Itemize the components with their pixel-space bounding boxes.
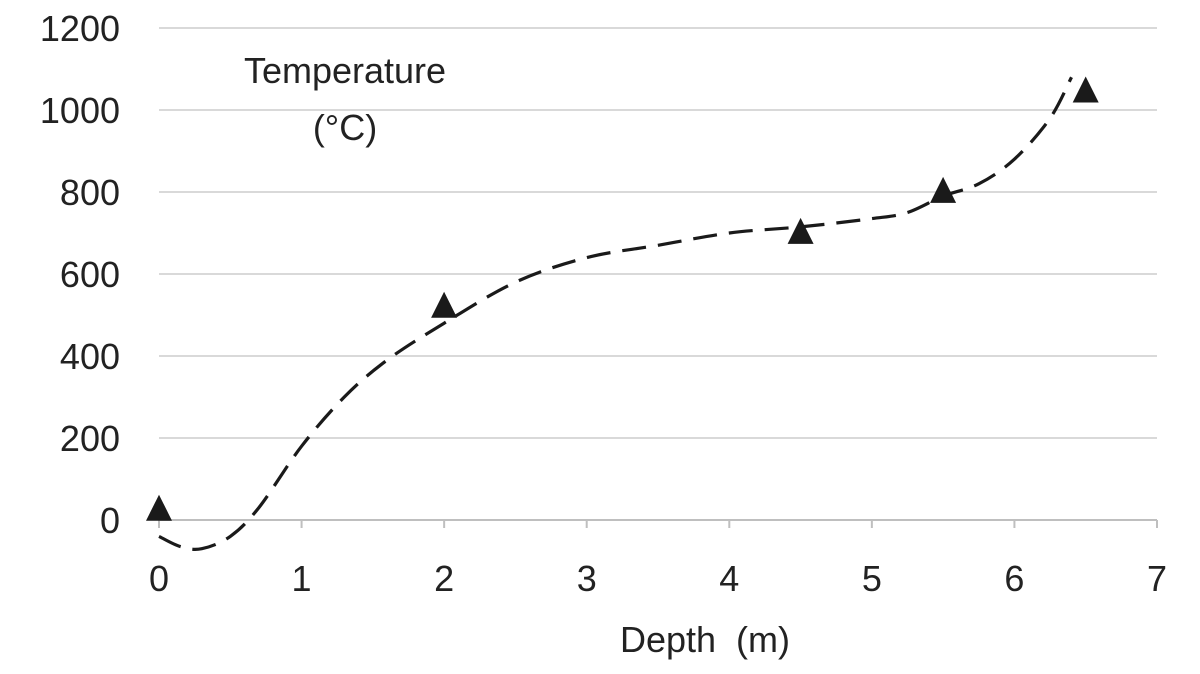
x-tick-label-2: 2 (434, 558, 454, 599)
data-point-triangle-1 (431, 291, 458, 318)
x-axis-title: Depth (m) (620, 619, 790, 660)
y-tick-label-800: 800 (60, 172, 120, 213)
x-tick-label-1: 1 (292, 558, 312, 599)
x-tick-label-7: 7 (1147, 558, 1167, 599)
trend-curve-layer (158, 76, 1073, 551)
x-tick-labels: 0 1 2 3 4 5 6 7 (149, 558, 1167, 599)
trend-curve (158, 76, 1073, 551)
data-points (146, 76, 1099, 521)
data-point-triangle-0 (146, 494, 172, 521)
y-tick-label-1000: 1000 (40, 90, 120, 131)
y-tick-label-0: 0 (100, 500, 120, 541)
y-tick-label-600: 600 (60, 254, 120, 295)
y-tick-label-200: 200 (60, 418, 120, 459)
y-axis-title-line2: (°C) (313, 107, 377, 148)
data-point-triangle-4 (1072, 76, 1099, 103)
x-tick-label-3: 3 (577, 558, 597, 599)
x-tick-label-0: 0 (149, 558, 169, 599)
x-tick-label-5: 5 (862, 558, 882, 599)
x-axis (158, 519, 1158, 528)
x-tick-label-4: 4 (719, 558, 739, 599)
x-tick-label-6: 6 (1004, 558, 1024, 599)
y-axis-title-line1: Temperature (244, 50, 446, 91)
y-tick-label-1200: 1200 (40, 8, 120, 49)
data-point-triangle-3 (930, 176, 957, 203)
data-point-triangle-2 (787, 217, 814, 244)
gridlines (159, 27, 1157, 439)
y-tick-labels: 0 200 400 600 800 1000 1200 (40, 8, 120, 541)
y-tick-label-400: 400 (60, 336, 120, 377)
